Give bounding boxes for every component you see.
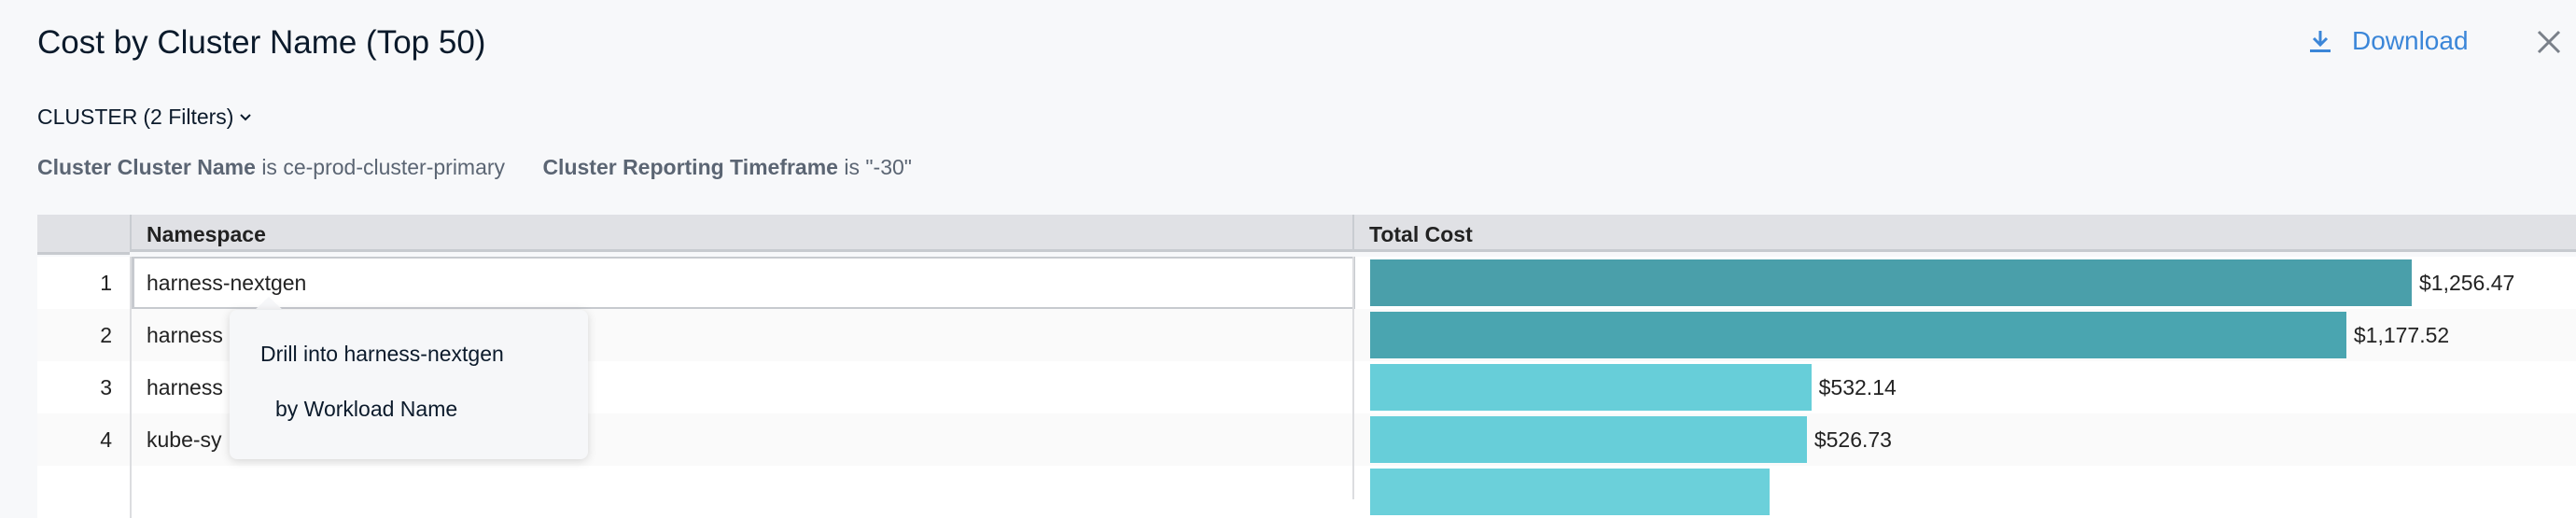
row-number: 2 (100, 323, 112, 347)
table-row[interactable] (37, 466, 2576, 518)
namespace-cell[interactable]: harness-nextgen (147, 271, 307, 295)
cost-bar[interactable] (1370, 312, 2346, 358)
drill-into-title: Drill into harness-nextgen (260, 342, 504, 366)
table-row[interactable]: 1 harness-nextgen $1,256.47 (37, 257, 2576, 309)
filter-item: Cluster Reporting Timeframe is "-30" (542, 155, 912, 179)
page-title: Cost by Cluster Name (Top 50) (37, 24, 486, 61)
drill-down-popup: Drill into harness-nextgen by Workload N… (230, 310, 588, 459)
cost-bar[interactable] (1370, 364, 1812, 411)
cost-bar[interactable] (1370, 259, 2412, 306)
filter-value: ce-prod-cluster-primary (283, 155, 506, 179)
filter-value: "-30" (865, 155, 912, 179)
column-divider (1352, 257, 1354, 499)
selected-cell-outline (132, 257, 1355, 309)
column-divider (130, 413, 132, 466)
cost-bar[interactable] (1370, 469, 1771, 515)
column-divider (130, 309, 132, 361)
cost-value-label: $1,177.52 (2353, 323, 2450, 347)
namespace-cell[interactable]: kube-sy (147, 427, 222, 452)
filter-field: Cluster Reporting Timeframe (542, 155, 838, 179)
download-label: Download (2352, 26, 2469, 55)
column-divider (130, 361, 132, 413)
row-number: 3 (100, 375, 112, 399)
download-icon (2310, 31, 2331, 52)
filter-operator: is (261, 155, 277, 179)
drill-by-workload-name-option[interactable]: by Workload Name (275, 397, 458, 421)
cost-value-label: $1,256.47 (2419, 271, 2515, 295)
filter-toggle[interactable]: CLUSTER (2 Filters) (37, 105, 252, 130)
row-number: 4 (100, 427, 112, 452)
namespace-cell[interactable]: harness (147, 375, 223, 399)
namespace-cell[interactable]: harness (147, 323, 223, 347)
filter-item: Cluster Cluster Name is ce-prod-cluster-… (37, 155, 505, 179)
cost-value-label: $526.73 (1813, 427, 1892, 452)
column-divider (130, 466, 132, 518)
column-header-namespace[interactable]: Namespace (130, 215, 1352, 252)
filter-field: Cluster Cluster Name (37, 155, 256, 179)
filter-count: (2 Filters) (143, 105, 234, 129)
filter-group-label: CLUSTER (37, 105, 138, 129)
chevron-down-icon (240, 113, 252, 120)
row-number-header (37, 215, 130, 255)
popup-arrow (254, 297, 284, 311)
row-number: 1 (100, 271, 112, 295)
cost-bar[interactable] (1370, 416, 1807, 463)
filter-list: Cluster Cluster Name is ce-prod-cluster-… (37, 155, 944, 180)
download-button[interactable]: Download (2309, 26, 2469, 56)
column-divider (130, 257, 132, 309)
column-header-total-cost[interactable]: Total Cost (1352, 215, 2576, 252)
cost-value-label: $532.14 (1818, 375, 1897, 399)
filter-operator: is (844, 155, 860, 179)
close-icon[interactable] (2535, 28, 2563, 56)
